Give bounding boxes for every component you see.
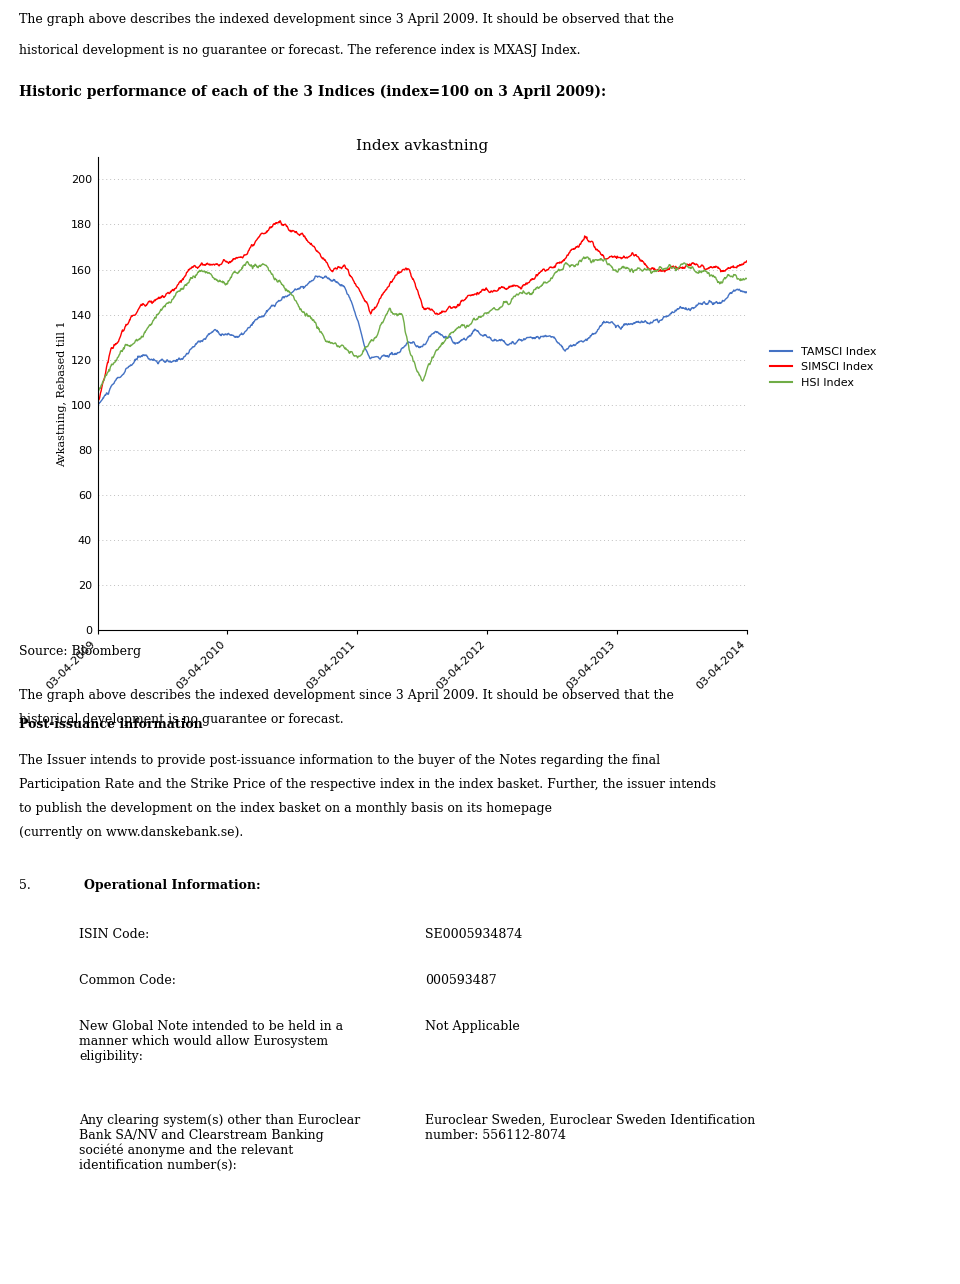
Legend: TAMSCI Index, SIMSCI Index, HSI Index: TAMSCI Index, SIMSCI Index, HSI Index	[766, 343, 881, 392]
Title: Index avkastning: Index avkastning	[356, 139, 489, 153]
Text: Euroclear Sweden, Euroclear Sweden Identification
number: 556112-8074: Euroclear Sweden, Euroclear Sweden Ident…	[424, 1113, 755, 1141]
Text: historical development is no guarantee or forecast. The reference index is MXASJ: historical development is no guarantee o…	[19, 44, 581, 56]
Text: to publish the development on the index basket on a monthly basis on its homepag: to publish the development on the index …	[19, 802, 552, 815]
Text: Historic performance of each of the 3 Indices (index=100 on 3 April 2009):: Historic performance of each of the 3 In…	[19, 85, 607, 99]
Y-axis label: Avkastning, Rebased till 1: Avkastning, Rebased till 1	[57, 320, 66, 466]
Text: Not Applicable: Not Applicable	[424, 1019, 519, 1032]
Text: New Global Note intended to be held in a
manner which would allow Eurosystem
eli: New Global Note intended to be held in a…	[79, 1019, 344, 1063]
Text: Operational Information:: Operational Information:	[84, 880, 260, 892]
Text: (currently on www.danskebank.se).: (currently on www.danskebank.se).	[19, 827, 244, 840]
Text: Common Code:: Common Code:	[79, 973, 176, 986]
Text: ISIN Code:: ISIN Code:	[79, 928, 150, 941]
Text: The Issuer intends to provide post-issuance information to the buyer of the Note: The Issuer intends to provide post-issua…	[19, 754, 660, 767]
Text: Participation Rate and the Strike Price of the respective index in the index bas: Participation Rate and the Strike Price …	[19, 778, 716, 791]
Text: SE0005934874: SE0005934874	[424, 928, 522, 941]
Text: 000593487: 000593487	[424, 973, 496, 986]
Text: Source: Bloomberg: Source: Bloomberg	[19, 646, 141, 659]
Text: Post-issuance information: Post-issuance information	[19, 718, 203, 731]
Text: The graph above describes the indexed development since 3 April 2009. It should : The graph above describes the indexed de…	[19, 688, 674, 701]
Text: historical development is no guarantee or forecast.: historical development is no guarantee o…	[19, 713, 344, 725]
Text: The graph above describes the indexed development since 3 April 2009. It should : The graph above describes the indexed de…	[19, 13, 674, 26]
Text: 5.: 5.	[19, 880, 31, 892]
Text: Any clearing system(s) other than Euroclear
Bank SA/NV and Clearstream Banking
s: Any clearing system(s) other than Eurocl…	[79, 1113, 360, 1172]
